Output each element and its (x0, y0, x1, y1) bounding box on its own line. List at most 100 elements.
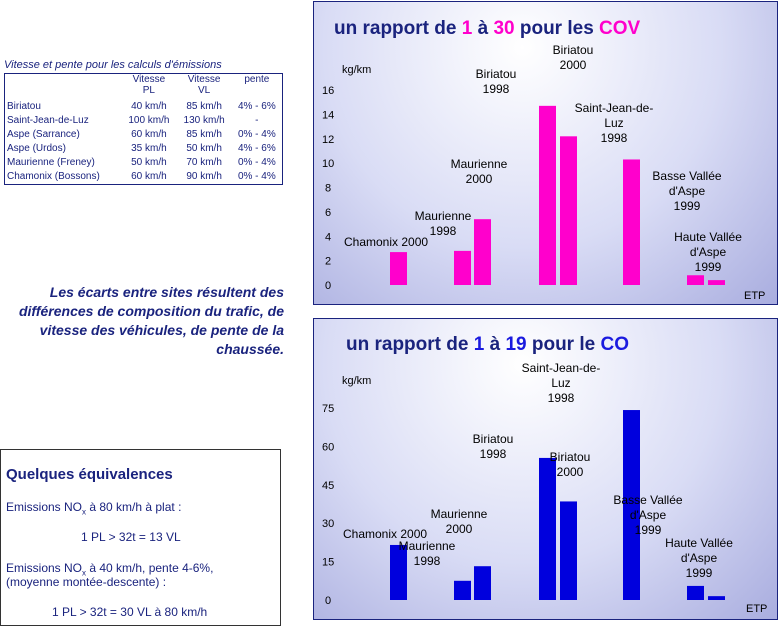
bar-category-label-line: Haute Vallée (674, 230, 742, 244)
table-cell-pente: 4% - 6% (237, 100, 276, 112)
y-tick-label: 45 (322, 480, 334, 492)
bar-category-label: Biriatou 2000 (550, 450, 591, 479)
table-cell-vitesse-pl: 35 km/h (131, 142, 167, 154)
y-tick-label: 0 (325, 595, 331, 607)
table-cell-site: Chamonix (Bossons) (7, 170, 100, 182)
co-chart-title: un rapport de 1 à 19 pour le CO (346, 334, 629, 356)
chart-title-part: à (472, 18, 494, 39)
y-tick-label: 0 (325, 280, 331, 292)
table-cell-site: Biriatou (7, 100, 41, 112)
table-cell-site: Maurienne (Freney) (7, 156, 95, 168)
eq3-text-b: à 40 km/h, pente 4-6%, (86, 561, 214, 575)
chart-title-part: un rapport de (334, 18, 462, 39)
bar-category-label-line: 1998 (601, 131, 628, 145)
bar-category-label: Haute Vallée d'Aspe 1999 (665, 536, 733, 580)
y-tick-label: 6 (325, 207, 331, 219)
bar-category-label: Biriatou 2000 (553, 43, 594, 72)
y-tick-label: 15 (322, 557, 334, 569)
table-cell-pente: 0% - 4% (237, 170, 276, 182)
bar-category-label-line: 2000 (466, 172, 493, 186)
bar-category-label-line: Chamonix 2000 (344, 235, 428, 249)
source-label: ETP (746, 603, 767, 615)
chart-title-part: 30 (493, 18, 515, 39)
table-header-vitesse-vl: Vitesse VL (177, 74, 232, 100)
bar-category-label-line: 1998 (480, 447, 507, 461)
table-cell-pente: 0% - 4% (237, 128, 276, 140)
bar-category-label-line: d'Aspe (630, 508, 667, 522)
bar-category-label: Maurienne 2000 (451, 157, 508, 186)
bar-category-label: Maurienne 2000 (431, 507, 488, 536)
bar (708, 596, 725, 600)
source-label: ETP (744, 290, 765, 302)
bar (623, 159, 640, 285)
bar-category-label-line: 1998 (430, 224, 457, 238)
table-cell-vitesse-vl: 50 km/h (186, 142, 222, 154)
y-tick-label: 60 (322, 441, 334, 453)
table-header-row: Vitesse PL Vitesse VL pente (5, 74, 283, 100)
equivalence-line-5: 1 PL > 32t = 30 VL à 80 km/h (52, 605, 208, 619)
table-cell-vitesse-vl: 70 km/h (186, 156, 222, 168)
table-cell-pente: - (255, 114, 259, 126)
bar (390, 252, 407, 285)
eq3-text-a: Emissions NO (6, 561, 83, 575)
bar-category-label-line: Saint-Jean-de- (522, 361, 601, 375)
eq1-text-a: Emissions NO (6, 500, 83, 514)
bar-category-label-line: 2000 (446, 522, 473, 536)
bar (474, 219, 491, 285)
y-tick-label: 16 (322, 85, 334, 97)
table-cell-pente: 0% - 4% (237, 156, 276, 168)
table-cell-site: Aspe (Sarrance) (7, 128, 80, 140)
bar-category-label-line: 2000 (560, 58, 587, 72)
bar-category-label-line: Biriatou (553, 43, 594, 57)
y-tick-label: 4 (325, 231, 331, 243)
bar (539, 457, 556, 600)
bar-category-label-line: 2000 (557, 465, 584, 479)
chart-title-part: à (484, 334, 506, 355)
bar-category-label-line: Maurienne (451, 157, 508, 171)
table-cell-vitesse-vl: 90 km/h (186, 170, 222, 182)
table-cell-vitesse-pl: 60 km/h (131, 170, 167, 182)
cov-chart-title: un rapport de 1 à 30 pour les COV (334, 18, 640, 40)
chart-title-part: un rapport de (346, 334, 474, 355)
bar (454, 580, 471, 600)
equivalences-title: Quelques équivalences (6, 466, 173, 483)
bar (390, 544, 407, 600)
y-tick-label: 30 (322, 518, 334, 530)
table-cell-vitesse-vl: 130 km/h (183, 114, 225, 126)
table-cell-vitesse-pl: 100 km/h (128, 114, 170, 126)
table-header-site (5, 74, 122, 100)
bar-category-label-line: Biriatou (476, 67, 517, 81)
table-cell-vitesse-pl: 60 km/h (131, 128, 167, 140)
chart-title-part: CO (600, 334, 629, 355)
bar (623, 410, 640, 600)
speed-slope-table: Vitesse PL Vitesse VL pente Biriatou 40 k… (4, 73, 283, 185)
table-row: Aspe (Sarrance) 60 km/h 85 km/h 0% - 4% (5, 128, 283, 142)
eq1-text-b: à 80 km/h à plat : (86, 500, 182, 514)
bar (454, 250, 471, 285)
chart-title-part: 1 (473, 334, 485, 355)
bar-category-label-line: Maurienne (415, 209, 472, 223)
eq3-sub: x (82, 568, 87, 578)
table-header-vitesse-pl-text: Vitesse PL (132, 74, 166, 96)
bar (560, 136, 577, 285)
bar-category-label: Saint-Jean-de-Luz 1998 (575, 101, 654, 145)
chart-title-part: pour le (526, 334, 601, 355)
table-cell-vitesse-pl: 50 km/h (131, 156, 167, 168)
equivalence-line-1: Emissions NOx à 80 km/h à plat : (6, 500, 181, 516)
y-tick-label: 10 (322, 158, 334, 170)
table-cell-vitesse-vl: 85 km/h (186, 100, 222, 112)
bar-category-label-line: Maurienne (431, 507, 488, 521)
table-cell-pente: 4% - 6% (237, 142, 276, 154)
bar-category-label-line: 1999 (686, 566, 713, 580)
bar-category-label-line: Maurienne (399, 539, 456, 553)
bar-category-label: Saint-Jean-de-Luz 1998 (522, 361, 601, 405)
bar-category-label-line: d'Aspe (690, 245, 727, 259)
bar-category-label-line: 1999 (695, 260, 722, 274)
bar-category-label-line: d'Aspe (669, 184, 706, 198)
explanation-text: Les écarts entre sites résultent des dif… (18, 284, 284, 357)
table-header-vitesse-pl: Vitesse PL (121, 74, 176, 100)
equivalence-line-3: Emissions NOx à 40 km/h, pente 4-6%, (6, 561, 213, 577)
chart-title-part: pour les (514, 18, 600, 39)
bar-category-label-line: Biriatou (473, 432, 514, 446)
